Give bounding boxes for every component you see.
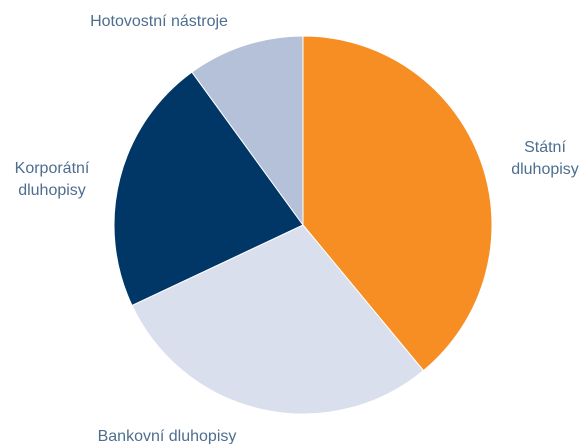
pie-slice bbox=[191, 35, 304, 227]
slice-label-line: dluhopisy bbox=[511, 161, 579, 178]
pie-slice bbox=[113, 71, 304, 307]
slice-label: Korporátní dluhopisy bbox=[15, 160, 90, 199]
slice-label: Hotovostní nástroje bbox=[90, 13, 228, 30]
pie-slice bbox=[131, 224, 425, 415]
pie-slices bbox=[113, 35, 493, 415]
slice-label-line: Hotovostní nástroje bbox=[90, 13, 228, 30]
slice-label-line: Bankovní dluhopisy bbox=[98, 428, 237, 444]
pie-labels: Státní dluhopisy Bankovní dluhopisy Korporá… bbox=[15, 13, 579, 444]
slice-label: Bankovní dluhopisy bbox=[98, 428, 237, 444]
slice-label-line: dluhopisy bbox=[18, 182, 86, 199]
slice-label-line: Státní bbox=[524, 139, 566, 156]
pie-slice bbox=[302, 35, 493, 372]
slice-label: Státní dluhopisy bbox=[511, 139, 579, 178]
slice-label-line: Korporátní bbox=[15, 160, 90, 177]
